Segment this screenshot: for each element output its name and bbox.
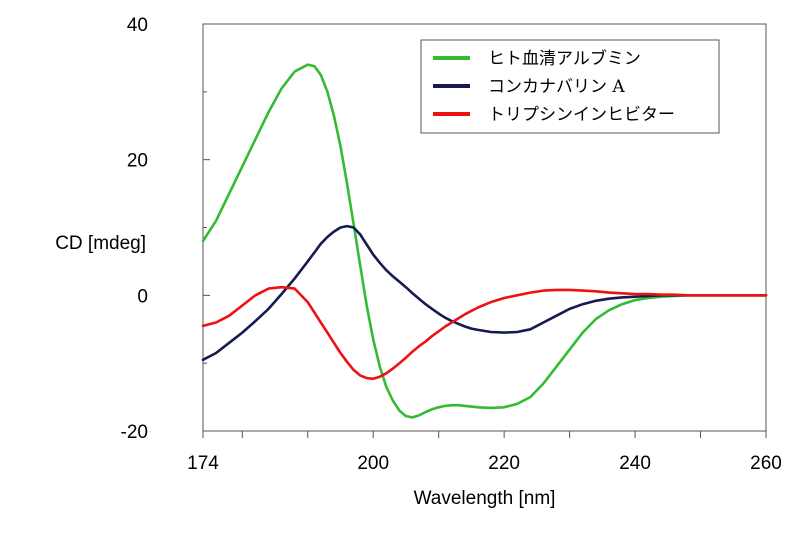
x-axis-title: Wavelength [nm] <box>414 488 556 509</box>
series-line-1 <box>201 63 768 419</box>
series-line-3 <box>201 285 768 381</box>
legend-label-2: コンカナバリン A <box>488 77 625 97</box>
y-tick-label: 40 <box>127 15 148 36</box>
y-tick-label: -20 <box>121 422 148 443</box>
y-axis-title: CD [mdeg] <box>55 233 146 254</box>
x-tick-label: 220 <box>488 453 520 474</box>
legend-label-1: ヒト血清アルブミン <box>488 48 641 69</box>
y-tick-label: 0 <box>137 286 148 307</box>
y-axis: -20 0 20 40 <box>121 15 210 443</box>
x-tick-label: 240 <box>619 453 651 474</box>
legend-label-3: トリプシンインヒビター <box>488 105 675 125</box>
y-tick-label: 20 <box>127 151 148 172</box>
x-tick-label: 200 <box>357 453 389 474</box>
series-layer <box>201 63 768 419</box>
x-tick-label: 260 <box>750 453 782 474</box>
x-axis: 174 200 220 240 260 <box>187 431 782 474</box>
x-tick-label: 174 <box>187 453 219 474</box>
series-line-2 <box>201 224 768 362</box>
legend-box <box>420 39 720 134</box>
